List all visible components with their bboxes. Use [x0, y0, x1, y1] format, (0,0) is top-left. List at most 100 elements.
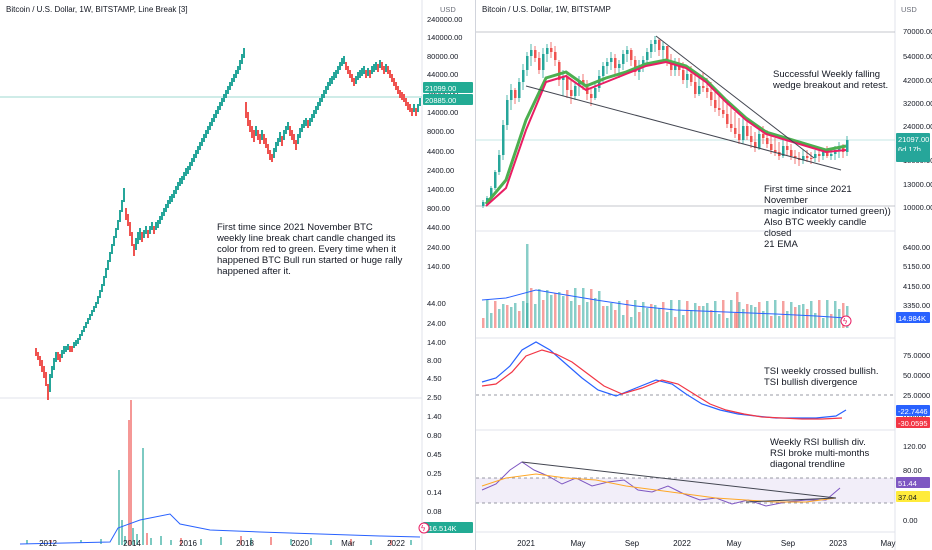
- line-break-brick: [99, 290, 101, 298]
- volume-bar: [250, 538, 252, 545]
- price-candle-body: [594, 88, 597, 98]
- price-candle-body: [774, 150, 777, 152]
- right-countdown-badge: 6d 17h: [898, 145, 921, 154]
- left-price-tick-label: 240.00: [427, 243, 450, 252]
- line-break-brick: [333, 72, 335, 80]
- line-break-brick: [105, 268, 107, 278]
- volume-bar: [522, 301, 525, 328]
- price-candle-body: [646, 52, 649, 60]
- line-break-brick: [231, 78, 233, 86]
- volume-bar: [594, 298, 597, 328]
- volume-bar: [730, 300, 733, 328]
- line-break-brick: [175, 186, 177, 194]
- line-break-brick: [219, 102, 221, 110]
- line-break-brick: [273, 148, 275, 158]
- price-candle-body: [562, 76, 565, 80]
- price-candle-body: [690, 74, 693, 82]
- line-break-brick: [337, 66, 339, 74]
- volume-bar: [390, 540, 392, 545]
- volume-bar: [118, 470, 120, 545]
- volume-bar: [634, 300, 637, 328]
- volume-bar: [590, 289, 593, 328]
- line-break-brick: [287, 122, 289, 130]
- right-chart-canvas[interactable]: USD 70000.00 54000.00 42000.00 32000.00 24000…: [476, 0, 932, 550]
- volume-bar: [554, 293, 557, 328]
- line-break-brick: [151, 222, 153, 230]
- volume-bar: [240, 536, 242, 545]
- volume-bar: [546, 290, 549, 328]
- line-break-brick: [373, 64, 375, 72]
- volume-bar: [494, 301, 497, 328]
- line-break-brick: [277, 138, 279, 146]
- price-candle-body: [602, 66, 605, 76]
- right-chart-pane[interactable]: Bitcoin / U.S. Dollar, 1W, BITSTAMP USD 7…: [476, 0, 932, 550]
- line-break-brick: [397, 86, 399, 94]
- line-break-brick: [43, 366, 45, 378]
- volume-bar: [130, 400, 132, 545]
- line-break-brick: [249, 120, 251, 132]
- volume-bar: [654, 305, 657, 328]
- right-rsi-tick-label: 0.00: [903, 516, 918, 525]
- line-break-brick: [197, 146, 199, 154]
- line-break-brick: [281, 136, 283, 146]
- volume-bar: [542, 300, 545, 328]
- line-break-brick: [187, 166, 189, 174]
- left-x-tick-label: 2014: [123, 539, 141, 548]
- line-break-brick: [71, 346, 73, 352]
- volume-bar: [50, 540, 52, 543]
- volume-bar: [80, 540, 82, 543]
- lightning-icon-glyph: ϟ: [421, 524, 426, 533]
- wedge-lower-trendline: [525, 85, 842, 171]
- left-chart-pane[interactable]: Bitcoin / U.S. Dollar, 1W, BITSTAMP, Lin…: [0, 0, 476, 550]
- right-tsi-tick-label: 75.0000: [903, 351, 930, 360]
- line-break-brick: [205, 130, 207, 138]
- line-break-brick: [79, 334, 81, 340]
- line-break-brick: [255, 126, 257, 136]
- price-candle-body: [610, 58, 613, 62]
- left-chart-title: Bitcoin / U.S. Dollar, 1W, BITSTAMP, Lin…: [6, 5, 188, 14]
- right-price-badge: 21097.00: [898, 135, 929, 144]
- volume-bar: [794, 307, 797, 328]
- line-break-brick: [301, 124, 303, 132]
- line-break-brick: [215, 110, 217, 118]
- line-break-brick: [251, 126, 253, 138]
- line-break-brick: [111, 244, 113, 254]
- price-candle-body: [554, 52, 557, 60]
- line-break-brick: [91, 310, 93, 316]
- line-break-brick: [311, 114, 313, 122]
- line-break-brick: [387, 66, 389, 74]
- right-x-tick-label: 2022: [673, 539, 691, 548]
- left-price-tick-label: 8.00: [427, 356, 442, 365]
- right-tsi-badge-1-bg: [896, 405, 930, 416]
- price-candle-body: [794, 156, 797, 158]
- right-rsi-badge-1: 51.44: [898, 479, 917, 488]
- line-break-brick: [93, 306, 95, 312]
- right-price-tick-label: 42000.00: [903, 76, 932, 85]
- volume-bar: [746, 304, 749, 328]
- right-rsi-badge-2: 37.04: [898, 493, 917, 502]
- line-break-brick: [383, 66, 385, 74]
- right-volume-tick-label: 6400.00: [903, 243, 930, 252]
- line-break-brick: [353, 78, 355, 86]
- left-price-tick-label: 26000.00: [427, 89, 458, 98]
- price-candle-body: [494, 172, 497, 188]
- price-candle-body: [786, 146, 789, 150]
- left-price-tick-label: 80000.00: [427, 52, 458, 61]
- line-break-brick: [181, 176, 183, 184]
- line-break-brick: [339, 62, 341, 70]
- line-break-brick: [381, 62, 383, 70]
- right-currency-label: USD: [901, 5, 917, 14]
- volume-bar: [706, 303, 709, 328]
- volume-bar: [758, 302, 761, 328]
- line-break-brick: [349, 70, 351, 78]
- line-break-brick: [299, 128, 301, 138]
- volume-bar: [121, 520, 123, 545]
- line-break-brick: [183, 172, 185, 180]
- right-tsi-badge-1: -22.7446: [898, 407, 928, 416]
- volume-bar-spike: [736, 292, 739, 328]
- price-candle-body: [710, 92, 713, 100]
- line-break-brick: [55, 352, 57, 362]
- line-break-brick: [159, 216, 161, 224]
- price-candle-body: [766, 138, 769, 144]
